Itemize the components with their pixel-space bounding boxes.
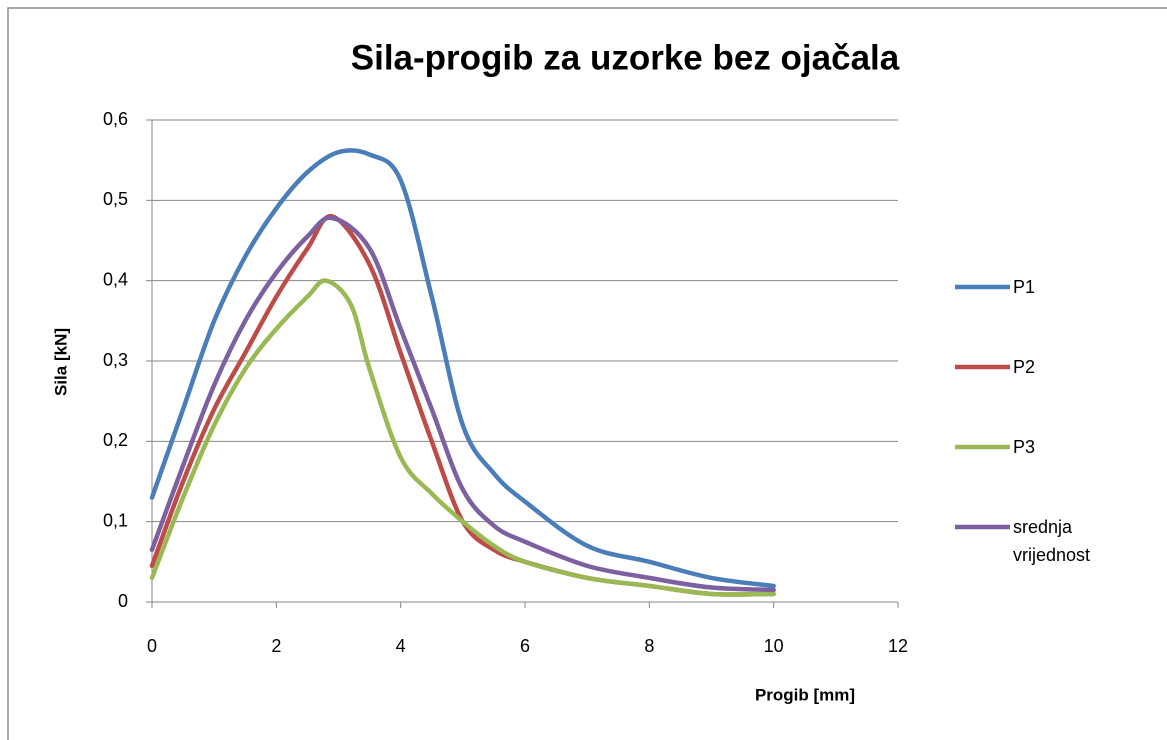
series-line bbox=[149, 215, 776, 593]
y-tick-label: 0,3 bbox=[103, 350, 128, 370]
y-tick-label: 0,1 bbox=[103, 510, 128, 530]
x-tick-label: 4 bbox=[396, 636, 406, 656]
series-line bbox=[149, 148, 776, 589]
x-axis-label: Progib [mm] bbox=[755, 685, 855, 704]
y-tick-label: 0 bbox=[118, 591, 128, 611]
x-tick-label: 0 bbox=[147, 636, 157, 656]
x-tick-label: 10 bbox=[764, 636, 784, 656]
y-tick-label: 0,2 bbox=[103, 430, 128, 450]
x-tick-label: 6 bbox=[520, 636, 530, 656]
y-axis-label: Sila [kN] bbox=[51, 328, 70, 396]
chart-title: Sila-progib za uzorke bez ojačala bbox=[351, 38, 900, 77]
y-tick-label: 0,6 bbox=[103, 109, 128, 129]
chart-border bbox=[7, 7, 1167, 740]
legend-label: P1 bbox=[1013, 277, 1036, 297]
legend-label: srednja vrijednost bbox=[1013, 517, 1091, 565]
y-tick-label: 0,5 bbox=[103, 189, 128, 209]
series-line bbox=[149, 278, 776, 597]
legend-label: P2 bbox=[1013, 357, 1036, 377]
y-tick-label: 0,4 bbox=[103, 269, 128, 289]
x-tick-label: 2 bbox=[271, 636, 281, 656]
x-tick-label: 8 bbox=[644, 636, 654, 656]
legend-label: P3 bbox=[1013, 437, 1036, 457]
x-tick-label: 12 bbox=[888, 636, 908, 656]
